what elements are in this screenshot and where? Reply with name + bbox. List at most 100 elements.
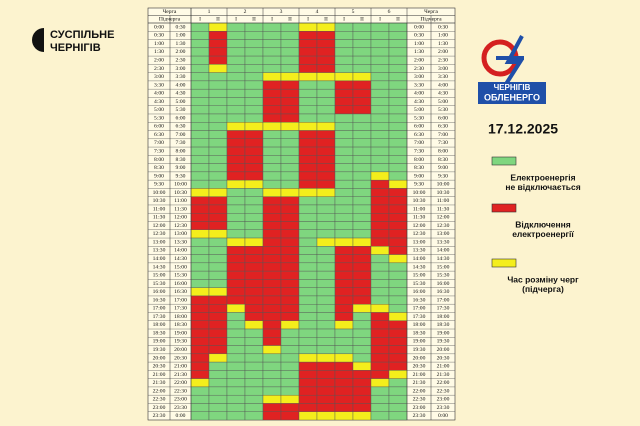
schedule-cell: [298, 55, 318, 65]
schedule-cell: [208, 105, 228, 115]
schedule-cell: [280, 279, 300, 288]
schedule-cell: [190, 163, 210, 173]
legend-label: (підчерга): [522, 284, 564, 294]
schedule-cell: [226, 237, 246, 247]
schedule-cell: [262, 353, 282, 363]
schedule-cell: [370, 337, 390, 346]
time-from: 10:30: [153, 198, 166, 204]
schedule-cell: [190, 370, 210, 379]
schedule-cell: [190, 130, 210, 139]
schedule-cell: [370, 304, 390, 313]
schedule-cell: [244, 130, 264, 139]
schedule-cell: [298, 403, 318, 412]
time-from: 23:00: [413, 405, 426, 411]
schedule-cell: [388, 229, 408, 239]
schedule-cell: [190, 353, 210, 363]
schedule-cell: [352, 237, 372, 247]
time-from: 13:30: [413, 248, 426, 254]
time-to: 10:00: [174, 182, 187, 188]
schedule-cell: [226, 196, 246, 206]
schedule-cell: [316, 378, 336, 388]
schedule-cell: [370, 386, 390, 396]
schedule-cell: [244, 295, 264, 305]
time-from: 1:00: [154, 41, 164, 47]
schedule-cell: [352, 155, 372, 164]
schedule-cell: [352, 196, 372, 206]
schedule-cell: [208, 361, 228, 371]
schedule-cell: [190, 155, 210, 164]
schedule-cell: [298, 320, 318, 330]
schedule-cell: [334, 295, 354, 305]
time-to: 12:00: [174, 215, 187, 221]
schedule-cell: [316, 337, 336, 346]
schedule-cell: [388, 411, 408, 421]
schedule-cell: [262, 287, 282, 297]
time-to: 8:00: [438, 148, 448, 154]
schedule-cell: [208, 88, 228, 98]
schedule-cell: [226, 188, 246, 197]
schedule-cell: [352, 328, 372, 338]
schedule-cell: [388, 39, 408, 49]
time-from: 1:30: [154, 49, 164, 55]
time-from: 3:30: [154, 82, 164, 88]
schedule-cell: [334, 328, 354, 338]
time-from: 10:30: [413, 198, 426, 204]
schedule-cell: [280, 295, 300, 305]
schedule-cell: [388, 320, 408, 330]
subqueue-name: II: [360, 17, 364, 23]
schedule-cell: [280, 138, 300, 148]
time-from: 19:30: [413, 347, 426, 353]
time-to: 6:30: [438, 124, 448, 130]
schedule-cell: [262, 394, 282, 404]
time-to: 20:30: [437, 355, 450, 361]
schedule-cell: [352, 55, 372, 65]
schedule-cell: [316, 138, 336, 148]
schedule-cell: [262, 320, 282, 330]
schedule-cell: [370, 179, 390, 189]
schedule-cell: [316, 130, 336, 139]
schedule-cell: [370, 64, 390, 73]
schedule-cell: [298, 163, 318, 173]
schedule-cell: [190, 47, 210, 57]
schedule-cell: [280, 213, 300, 222]
schedule-cell: [244, 146, 264, 156]
schedule-cell: [388, 345, 408, 355]
schedule-cell: [190, 31, 210, 40]
schedule-cell: [334, 204, 354, 214]
time-to: 0:30: [176, 24, 186, 30]
schedule-cell: [208, 246, 228, 255]
schedule-cell: [388, 179, 408, 189]
schedule-cell: [190, 320, 210, 330]
schedule-cell: [190, 188, 210, 197]
subqueue-name: I: [271, 17, 273, 23]
time-to: 8:00: [176, 148, 186, 154]
schedule-cell: [298, 221, 318, 230]
schedule-cell: [226, 411, 246, 421]
schedule-cell: [226, 229, 246, 239]
schedule-cell: [244, 386, 264, 396]
time-to: 18:00: [174, 314, 187, 320]
schedule-cell: [262, 138, 282, 148]
time-to: 1:30: [176, 41, 186, 47]
schedule-cell: [298, 80, 318, 90]
schedule-cell: [190, 337, 210, 346]
schedule-cell: [190, 55, 210, 65]
schedule-cell: [226, 337, 246, 346]
schedule-cell: [262, 370, 282, 379]
schedule-cell: [298, 105, 318, 115]
schedule-cell: [370, 47, 390, 57]
schedule-cell: [298, 361, 318, 371]
schedule-cell: [226, 163, 246, 173]
schedule-cell: [226, 31, 246, 40]
subqueue-header: Підчерга: [420, 17, 442, 23]
schedule-cell: [226, 72, 246, 82]
schedule-cell: [352, 88, 372, 98]
schedule-cell: [370, 188, 390, 197]
schedule-cell: [244, 22, 264, 32]
schedule-cell: [352, 295, 372, 305]
schedule-cell: [226, 204, 246, 214]
schedule-cell: [208, 262, 228, 272]
schedule-cell: [388, 97, 408, 106]
schedule-cell: [190, 196, 210, 206]
time-to: 17:00: [437, 297, 450, 303]
